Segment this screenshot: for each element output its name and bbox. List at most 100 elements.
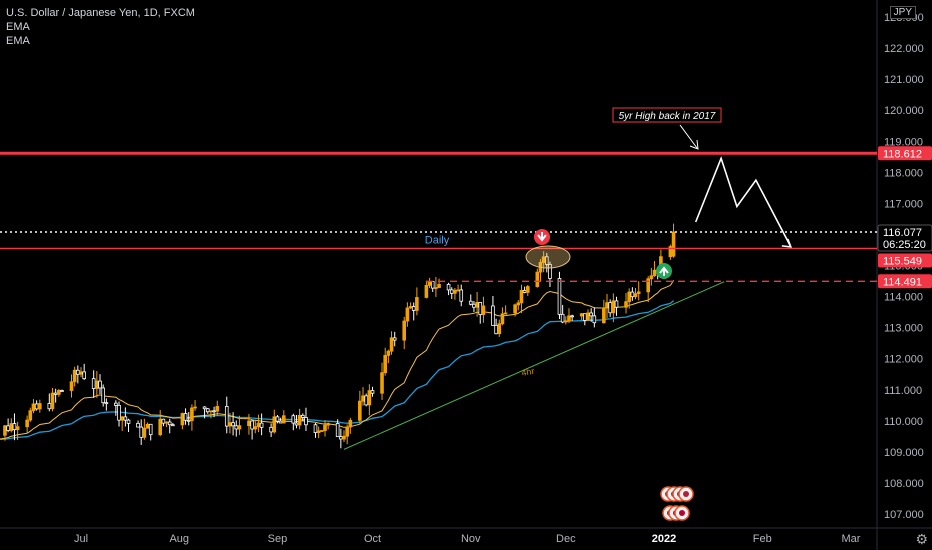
price-tick-label: 109.000 — [884, 447, 924, 459]
candle-body — [193, 406, 197, 409]
candle-body — [171, 424, 175, 427]
price-tick-label: 119.000 — [884, 136, 923, 148]
candle-body — [602, 307, 606, 324]
candle-body — [516, 302, 521, 306]
candle-body — [76, 369, 80, 375]
candle-body — [437, 284, 441, 288]
candle-body — [545, 256, 549, 265]
candle-body — [630, 291, 635, 298]
candle-body — [548, 263, 552, 279]
time-tick-label: 2022 — [652, 533, 676, 545]
candle-body — [101, 387, 105, 404]
candle-body — [25, 419, 29, 428]
candle-body — [402, 320, 407, 341]
candle-body — [611, 300, 616, 314]
candle-body — [53, 392, 58, 395]
annotation-box — [612, 107, 722, 123]
candle-body — [50, 392, 55, 410]
candle-body — [126, 419, 131, 424]
annotation-text: 5yr High back in 2017 — [619, 111, 716, 122]
candle-body — [304, 417, 308, 426]
time-tick-label: Mar — [842, 533, 861, 545]
candle-body — [38, 403, 42, 410]
candle-body — [269, 426, 273, 433]
candle-body — [348, 419, 353, 428]
price-tag-value: 118.612 — [883, 148, 922, 160]
chart-legend: U.S. Dollar / Japanese Yen, 1D, FXCM EMA… — [6, 6, 195, 48]
price-tick-label: 122.000 — [884, 43, 924, 55]
candle-body — [47, 403, 52, 410]
candle-body — [183, 413, 188, 421]
candle-body — [117, 404, 121, 421]
candle-body — [335, 423, 340, 438]
candle-body — [570, 315, 574, 318]
candle-body — [31, 403, 36, 412]
gear-icon[interactable]: ⚙ — [915, 531, 928, 547]
symbol-title[interactable]: U.S. Dollar / Japanese Yen, 1D, FXCM — [6, 7, 195, 19]
candle-body — [478, 302, 483, 315]
candle-body — [579, 313, 584, 317]
candle-body — [364, 395, 368, 406]
indicator-ema-2[interactable]: EMA — [6, 35, 30, 47]
candle-body — [6, 425, 10, 431]
candle-body — [430, 281, 435, 289]
time-tick-label: Oct — [364, 533, 381, 545]
price-tick-label: 113.000 — [884, 323, 923, 335]
candle-body — [424, 284, 429, 298]
candle-body — [491, 305, 495, 326]
candle-body — [313, 424, 318, 433]
annotation-arrowhead — [689, 139, 699, 150]
candle-body — [358, 400, 362, 421]
currency-button[interactable]: JPY — [889, 6, 916, 19]
candle-body — [148, 423, 153, 436]
highlight-ellipse — [525, 245, 571, 269]
candle-body — [459, 289, 464, 302]
arrow-down-icon — [537, 232, 547, 242]
candle-body — [345, 426, 349, 437]
price-tick-label: 111.000 — [884, 385, 922, 397]
candle-body — [415, 297, 419, 311]
candle-body — [136, 422, 140, 428]
trendline-label: 4hr — [521, 366, 536, 378]
candle-body — [370, 390, 375, 394]
candle-body — [82, 371, 86, 380]
candle-body — [481, 305, 486, 315]
candle-body — [564, 320, 568, 323]
candle-body — [468, 300, 473, 305]
candle-body — [525, 286, 530, 293]
candle-body — [231, 422, 235, 427]
candle-body — [608, 302, 612, 314]
price-tick-label: 110.000 — [884, 416, 923, 428]
candle-body — [12, 423, 17, 431]
candle-body — [275, 416, 280, 422]
candle-body — [408, 306, 413, 309]
candle-body — [427, 281, 432, 286]
projection-path — [694, 155, 792, 248]
candle-body — [250, 420, 254, 430]
flag-icon — [683, 491, 689, 497]
price-tick-label: 121.000 — [884, 74, 924, 86]
candle-body — [228, 422, 232, 427]
candle-body — [272, 416, 277, 433]
price-tick-label: 112.000 — [884, 354, 923, 366]
candle-body — [209, 410, 213, 413]
candle-body — [164, 421, 169, 424]
candle-body — [120, 416, 124, 421]
candle-body — [224, 406, 229, 427]
candle-body — [34, 403, 39, 410]
candle-body — [215, 406, 220, 412]
time-tick-label: Jul — [74, 533, 88, 545]
candle-body — [592, 315, 597, 324]
candle-body — [212, 410, 216, 413]
daily-level-label: Daily — [425, 234, 450, 246]
candle-body — [519, 290, 524, 304]
candle-body — [560, 313, 565, 323]
indicator-ema-1[interactable]: EMA — [6, 21, 30, 33]
price-tick-label: 108.000 — [884, 478, 924, 490]
candle-body — [281, 415, 286, 424]
candle-body — [60, 390, 64, 392]
candle-body — [142, 427, 147, 438]
candle-body — [234, 425, 239, 430]
candle-body — [104, 402, 109, 405]
